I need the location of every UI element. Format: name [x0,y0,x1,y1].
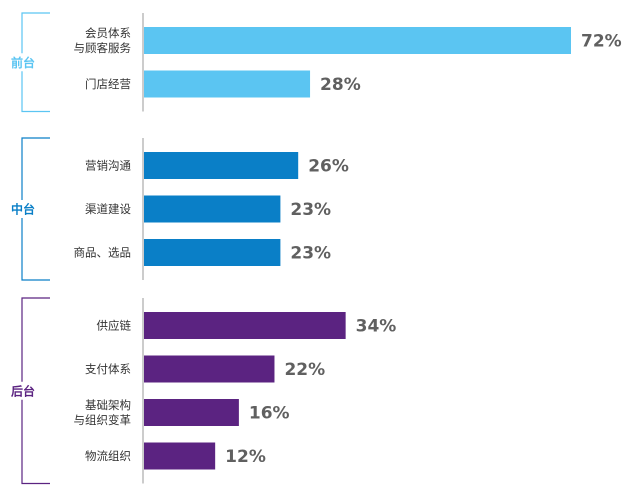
bar [144,70,311,98]
bar-group: 中台 营销沟通 26% 渠道建设 23% 商品、选品 23% [10,137,349,281]
bar [144,239,281,266]
category-label: 与顾客服务 [74,41,132,55]
category-label: 会员体系 [85,26,131,40]
data-label: 16% [249,404,290,424]
data-label: 28% [320,75,361,95]
bar [144,312,346,339]
bar [144,442,216,470]
category-label: 与组织变革 [74,413,132,427]
category-label: 支付体系 [85,362,131,376]
data-label: 34% [356,317,397,337]
group-label: 中台 [11,202,35,217]
data-label: 23% [290,200,331,220]
category-label: 渠道建设 [85,202,131,216]
category-label: 营销沟通 [85,159,131,173]
category-label: 供应链 [97,319,132,333]
bar [144,195,281,223]
bar [144,399,239,426]
data-label: 72% [581,32,622,52]
category-label: 基础架构 [85,398,131,412]
category-label: 物流组织 [85,449,131,463]
category-label: 门店经营 [85,77,131,91]
data-label: 12% [225,447,266,467]
group-label-bg [10,200,36,218]
data-label: 26% [308,157,349,177]
group-label: 后台 [11,383,35,398]
data-label: 22% [284,360,325,380]
category-label: 商品、选品 [74,246,132,260]
group-label-bg [10,53,36,72]
group-label: 前台 [11,55,35,70]
bar [144,27,571,54]
bar [144,355,275,383]
bar [144,152,299,179]
group-label-bg [10,381,36,400]
data-label: 23% [290,244,331,264]
